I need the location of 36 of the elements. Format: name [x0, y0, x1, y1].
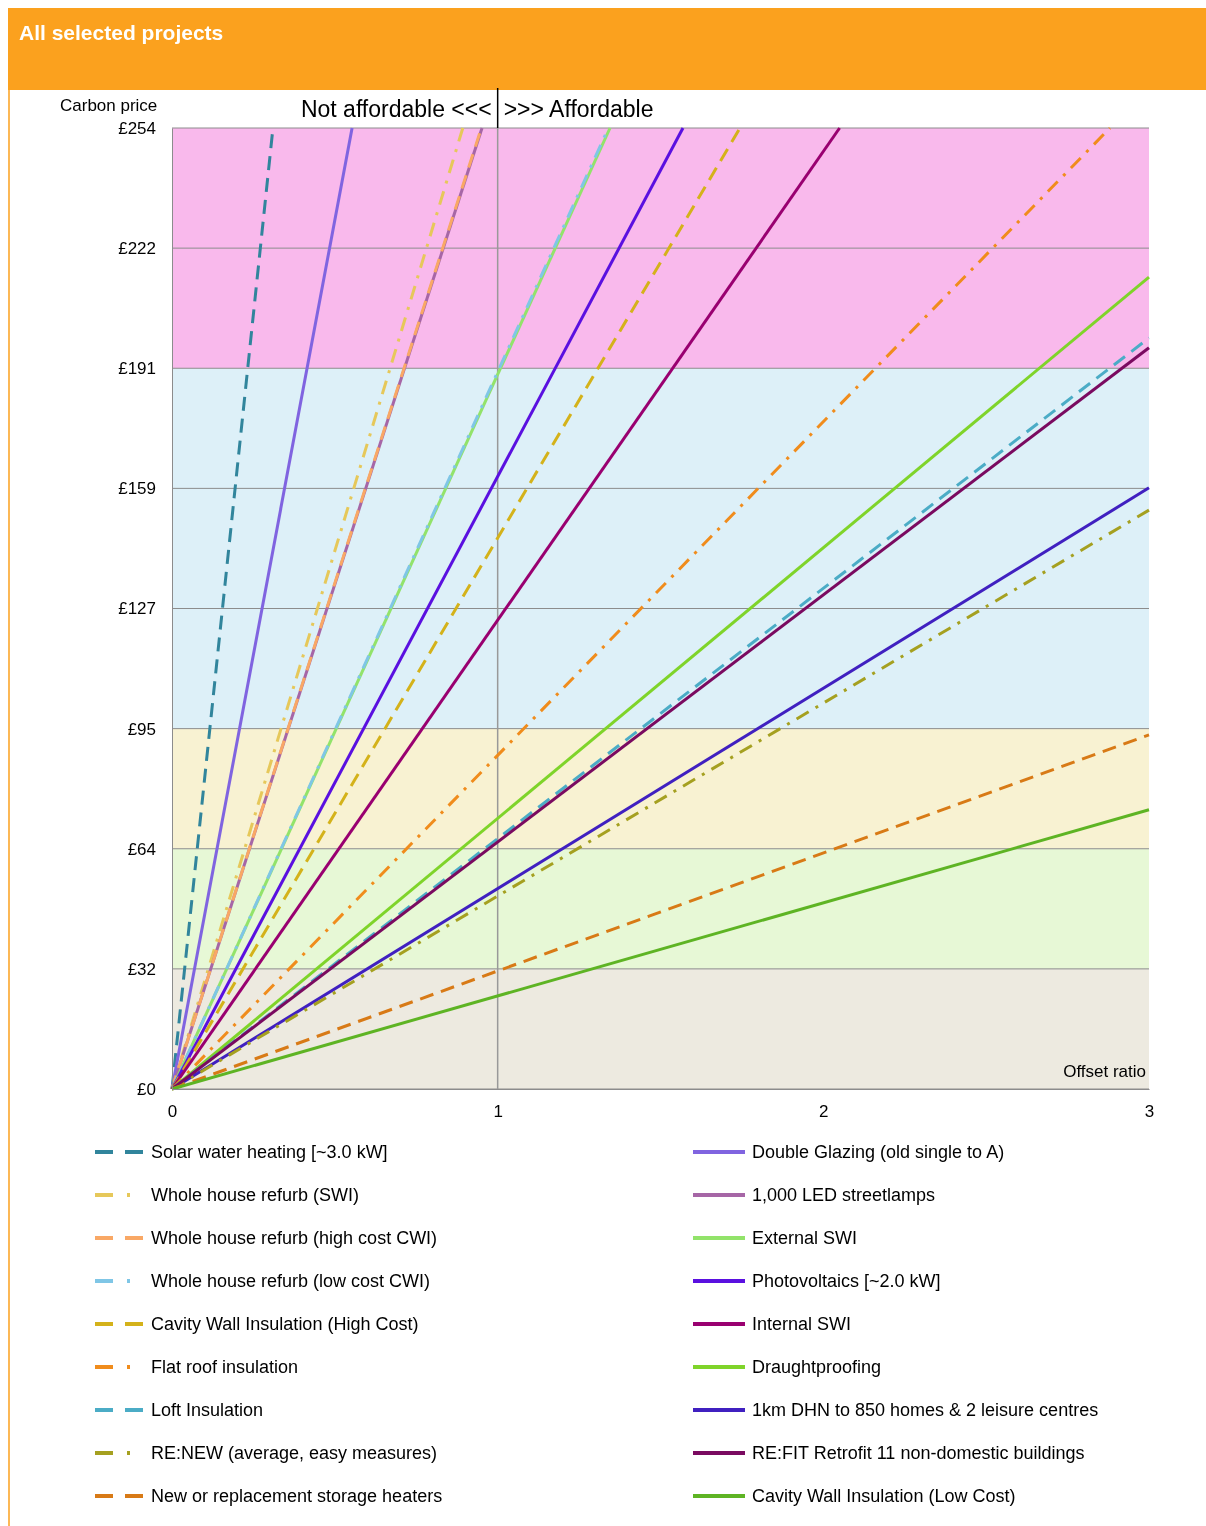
- legend-label: Cavity Wall Insulation (High Cost): [151, 1314, 419, 1334]
- legend-label: New or replacement storage heaters: [151, 1486, 443, 1506]
- text: Not affordable <<<: [300, 96, 492, 122]
- legend-label: Loft Insulation: [151, 1400, 264, 1420]
- x-axis-title: Offset ratio: [1063, 1062, 1146, 1081]
- legend-label: Flat roof insulation: [151, 1357, 299, 1377]
- legend-label: Whole house refurb (high cost CWI): [151, 1228, 438, 1248]
- x-tick-label: 0: [167, 1102, 178, 1122]
- legend-label: External SWI: [752, 1228, 858, 1248]
- x-tick-label: 3: [1144, 1102, 1155, 1122]
- y-tick-label: £64: [127, 839, 156, 859]
- legend-label: Double Glazing (old single to A): [752, 1142, 1005, 1162]
- y-tick-label: £191: [118, 359, 156, 379]
- legend-label: Internal SWI: [752, 1314, 852, 1334]
- y-tick-label: £32: [127, 959, 156, 979]
- legend-label: RE:NEW (average, easy measures): [151, 1443, 438, 1463]
- x-tick-label: 2: [819, 1102, 829, 1122]
- legend-label: RE:FIT Retrofit 11 non-domestic buildings: [752, 1443, 1085, 1463]
- y-tick-label: £254: [118, 118, 156, 138]
- y-axis-title: Carbon price: [60, 96, 158, 115]
- y-tick-label: £0: [137, 1079, 156, 1099]
- legend-label: Solar water heating [~3.0 kW]: [151, 1142, 388, 1162]
- legend-label: Cavity Wall Insulation (Low Cost): [752, 1486, 1016, 1506]
- text: >>> Affordable: [503, 96, 654, 122]
- legend-label: 1,000 LED streetlamps: [752, 1185, 936, 1205]
- y-tick-label: £222: [118, 239, 156, 259]
- y-tick-label: £127: [118, 599, 156, 619]
- y-tick-label: £159: [118, 479, 156, 499]
- legend-label: 1km DHN to 850 homes & 2 leisure centres: [752, 1400, 1099, 1420]
- legend-label: Draughtproofing: [752, 1357, 882, 1377]
- chart-title: All selected projects: [19, 21, 224, 44]
- x-tick-label: 1: [493, 1102, 503, 1122]
- y-tick-label: £95: [127, 719, 156, 739]
- legend-label: Whole house refurb (SWI): [151, 1185, 360, 1205]
- legend-label: Whole house refurb (low cost CWI): [151, 1271, 431, 1291]
- legend-label: Photovoltaics [~2.0 kW]: [752, 1271, 941, 1291]
